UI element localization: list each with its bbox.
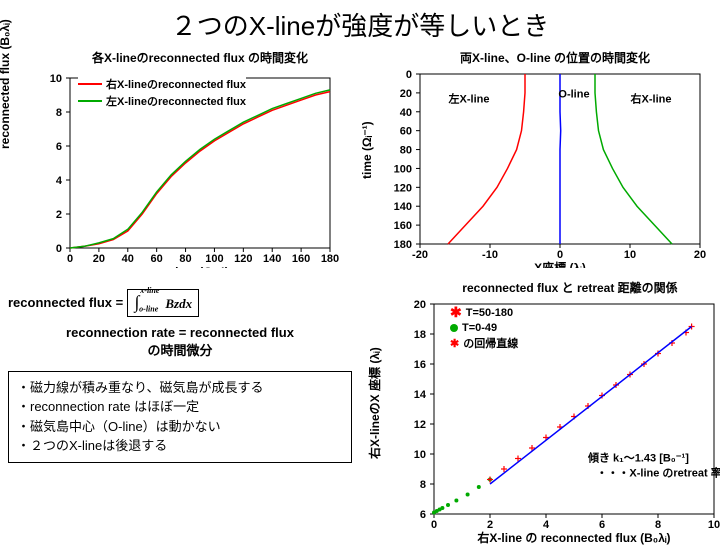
panel2-subtitle: 両X-line、O-line の位置の時間変化	[390, 49, 720, 66]
formula-rate: reconnection rate = reconnected fluxの時間微…	[8, 325, 352, 359]
svg-text:20: 20	[414, 299, 426, 311]
panel3-ylabel: 右X-lineのX 座標 (λᵢ)	[366, 347, 383, 459]
svg-text:40: 40	[122, 253, 134, 265]
integral-box: ∫o-linex-lineBzdx	[127, 289, 199, 317]
svg-text:傾き k₁～1.43 [B₀⁻¹]: 傾き k₁～1.43 [B₀⁻¹]	[587, 451, 689, 465]
legend-label: T=0-49	[462, 322, 497, 334]
svg-text:右X-line の reconnected flux (B₀: 右X-line の reconnected flux (B₀λᵢ)	[476, 530, 670, 545]
bullet-item: ・２つのX-lineは後退する	[17, 436, 343, 456]
svg-text:140: 140	[394, 201, 412, 213]
bullet-item: ・磁力線が積み重なり、磁気島が成長する	[17, 378, 343, 398]
svg-text:100: 100	[394, 163, 412, 175]
formula-lhs: reconnected flux =	[8, 295, 123, 310]
svg-text:8: 8	[420, 479, 426, 491]
svg-text:time (Ωᵢ⁻¹): time (Ωᵢ⁻¹)	[171, 265, 229, 268]
panel-flux-retreat: reconnected flux と retreat 距離の関係 0 2 4 6 8 10…	[360, 279, 720, 559]
svg-text:20: 20	[93, 253, 105, 265]
svg-text:10: 10	[414, 449, 426, 461]
svg-text:0: 0	[406, 69, 412, 81]
svg-text:X座標 (λᵢ): X座標 (λᵢ)	[534, 260, 586, 268]
legend-label: 左X-lineのreconnected flux	[106, 93, 246, 109]
svg-text:10: 10	[708, 519, 720, 531]
svg-text:2: 2	[56, 209, 62, 221]
panel-formulas: reconnected flux = ∫o-linex-lineBzdx rec…	[0, 279, 360, 559]
svg-text:右X-line: 右X-line	[630, 91, 672, 105]
svg-text:左X-line: 左X-line	[448, 91, 490, 105]
svg-text:60: 60	[151, 253, 163, 265]
formula-flux: reconnected flux = ∫o-linex-lineBzdx	[8, 289, 352, 317]
svg-text:6: 6	[420, 509, 426, 521]
svg-text:20: 20	[400, 88, 412, 100]
page-title: ２つのX-lineが強度が等しいとき	[0, 0, 720, 49]
legend-label: T=50-180	[466, 307, 513, 319]
svg-text:160: 160	[292, 253, 310, 265]
svg-text:0: 0	[56, 243, 62, 255]
svg-text:140: 140	[263, 253, 281, 265]
svg-text:120: 120	[394, 182, 412, 194]
svg-text:160: 160	[394, 220, 412, 232]
svg-text:18: 18	[414, 329, 426, 341]
legend-label: の回帰直線	[463, 335, 518, 351]
svg-text:4: 4	[56, 175, 63, 187]
svg-text:6: 6	[56, 141, 62, 153]
svg-text:0: 0	[557, 249, 563, 261]
svg-text:10: 10	[624, 249, 636, 261]
bullet-item: ・磁気島中心（O-line）は動かない	[17, 417, 343, 437]
svg-text:80: 80	[179, 253, 191, 265]
legend-label: 右X-lineのreconnected flux	[106, 76, 246, 92]
panel-position-time: 両X-line、O-line の位置の時間変化 -20 -10 0 10 20 0 20 40…	[360, 49, 720, 279]
svg-text:120: 120	[234, 253, 252, 265]
svg-text:180: 180	[321, 253, 339, 265]
panel1-ylabel: reconnected flux (B₀λᵢ)	[0, 19, 12, 149]
svg-text:2: 2	[487, 519, 493, 531]
svg-text:-20: -20	[412, 249, 428, 261]
svg-text:6: 6	[599, 519, 605, 531]
svg-text:180: 180	[394, 239, 412, 251]
panel3-subtitle: reconnected flux と retreat 距離の関係	[420, 279, 720, 296]
panel1-legend: 右X-lineのreconnected flux 左X-lineのreconne…	[78, 75, 246, 110]
svg-text:100: 100	[205, 253, 223, 265]
panel1-subtitle: 各X-lineのreconnected flux の時間変化	[40, 49, 360, 66]
svg-text:60: 60	[400, 126, 412, 138]
svg-text:14: 14	[414, 389, 427, 401]
panel-flux-time: 各X-lineのreconnected flux の時間変化 020406080…	[0, 49, 360, 279]
bullet-item: ・reconnection rate はほぼ一定	[17, 397, 343, 417]
svg-text:8: 8	[655, 519, 661, 531]
svg-text:10: 10	[50, 73, 62, 85]
bullets-box: ・磁力線が積み重なり、磁気島が成長する ・reconnection rate は…	[8, 371, 352, 463]
svg-text:80: 80	[400, 145, 412, 157]
svg-text:0: 0	[67, 253, 73, 265]
svg-text:・・・X-line のretreat 率: ・・・X-line のretreat 率	[596, 466, 720, 480]
svg-text:20: 20	[694, 249, 706, 261]
svg-text:O-line: O-line	[558, 89, 589, 101]
panel3-legend: ✱T=50-180 T=0-49 ✱の回帰直線	[450, 303, 518, 352]
svg-text:16: 16	[414, 359, 426, 371]
svg-text:4: 4	[543, 519, 550, 531]
svg-text:8: 8	[56, 107, 62, 119]
svg-text:-10: -10	[482, 249, 498, 261]
svg-text:0: 0	[431, 519, 437, 531]
svg-text:40: 40	[400, 107, 412, 119]
svg-text:12: 12	[414, 419, 426, 431]
panel2-ylabel: time (Ωᵢ⁻¹)	[360, 121, 374, 179]
